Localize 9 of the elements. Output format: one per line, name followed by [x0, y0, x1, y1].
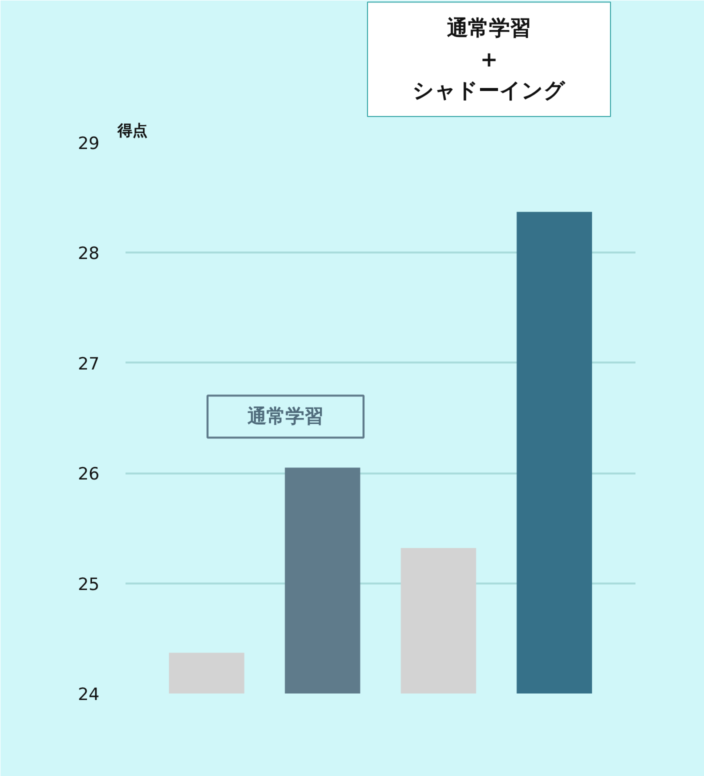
y-tick-label: 29	[78, 134, 100, 154]
text: 通常学習 + シャドーイング	[412, 16, 566, 102]
y-tick-label: 24	[78, 685, 100, 705]
y-tick-label: 26	[78, 464, 100, 485]
y-tick-label: 27	[78, 354, 100, 374]
y-axis-title: 得点	[116, 122, 148, 140]
y-tick-label: 25	[78, 574, 100, 595]
annotation: 通常学習	[246, 406, 324, 428]
y-tick-label: 28	[78, 244, 100, 264]
